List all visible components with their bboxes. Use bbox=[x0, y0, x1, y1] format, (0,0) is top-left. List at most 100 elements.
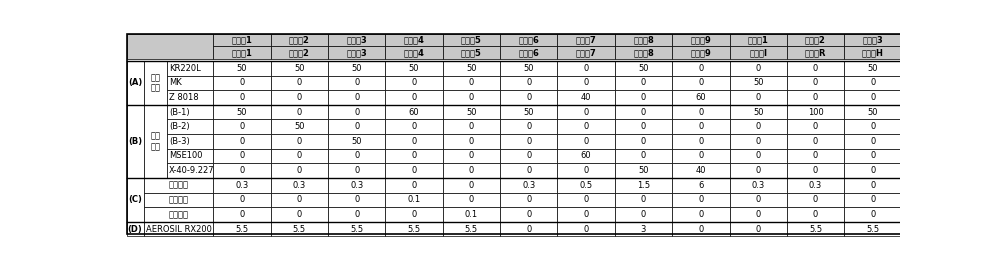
Bar bbox=[730, 207, 787, 222]
Text: 0: 0 bbox=[756, 225, 761, 234]
Text: 0: 0 bbox=[870, 210, 876, 219]
Bar bbox=[787, 119, 844, 134]
Bar bbox=[213, 178, 271, 193]
Bar bbox=[144, 178, 213, 193]
Bar bbox=[615, 61, 672, 76]
Text: 0: 0 bbox=[411, 78, 417, 87]
Bar bbox=[385, 149, 443, 163]
Bar bbox=[557, 222, 615, 237]
Text: 0: 0 bbox=[354, 78, 359, 87]
Text: 0: 0 bbox=[239, 78, 245, 87]
Bar bbox=[500, 61, 557, 76]
Text: 組合刧7: 組合刧7 bbox=[576, 48, 596, 57]
Text: 0: 0 bbox=[756, 93, 761, 102]
Text: 50: 50 bbox=[753, 107, 763, 117]
Text: 0: 0 bbox=[870, 195, 876, 204]
Text: 0: 0 bbox=[756, 122, 761, 131]
Text: 0: 0 bbox=[526, 151, 531, 160]
Bar bbox=[615, 178, 672, 193]
Text: 0.3: 0.3 bbox=[350, 181, 363, 190]
Text: 0: 0 bbox=[698, 137, 703, 146]
Bar bbox=[328, 90, 385, 105]
Bar bbox=[144, 222, 213, 237]
Text: 0: 0 bbox=[756, 210, 761, 219]
Bar bbox=[500, 193, 557, 207]
Text: (B-3): (B-3) bbox=[169, 137, 190, 146]
Text: 室温
固体: 室温 固体 bbox=[150, 73, 160, 93]
Text: 0: 0 bbox=[469, 195, 474, 204]
Text: 0: 0 bbox=[584, 195, 589, 204]
Text: 100: 100 bbox=[808, 107, 823, 117]
Text: (B): (B) bbox=[128, 137, 142, 146]
Text: 0: 0 bbox=[870, 93, 876, 102]
Bar bbox=[167, 76, 213, 90]
Bar bbox=[672, 90, 730, 105]
Text: 比較例2: 比較例2 bbox=[805, 36, 826, 45]
Text: 0: 0 bbox=[354, 107, 359, 117]
Bar bbox=[443, 105, 500, 119]
Text: 0: 0 bbox=[584, 64, 589, 73]
Bar bbox=[557, 134, 615, 149]
Bar bbox=[672, 76, 730, 90]
Text: 0: 0 bbox=[698, 107, 703, 117]
Text: 0: 0 bbox=[641, 107, 646, 117]
Bar bbox=[328, 76, 385, 90]
Bar bbox=[443, 193, 500, 207]
Bar bbox=[385, 207, 443, 222]
Bar bbox=[787, 61, 844, 76]
Text: 組合刧5: 組合刧5 bbox=[461, 48, 482, 57]
Text: 50: 50 bbox=[524, 64, 534, 73]
Bar bbox=[385, 34, 443, 46]
Text: (B-2): (B-2) bbox=[169, 122, 190, 131]
Text: Z 8018: Z 8018 bbox=[169, 93, 199, 102]
Text: 0: 0 bbox=[813, 122, 818, 131]
Bar bbox=[271, 134, 328, 149]
Bar bbox=[443, 222, 500, 237]
Bar bbox=[385, 134, 443, 149]
Text: 0: 0 bbox=[354, 195, 359, 204]
Bar bbox=[844, 178, 902, 193]
Bar bbox=[271, 222, 328, 237]
Text: 0: 0 bbox=[870, 181, 876, 190]
Bar bbox=[615, 105, 672, 119]
Text: 0: 0 bbox=[469, 181, 474, 190]
Text: 0: 0 bbox=[469, 166, 474, 175]
Text: 50: 50 bbox=[868, 107, 878, 117]
Text: 50: 50 bbox=[466, 64, 477, 73]
Bar bbox=[127, 222, 144, 237]
Text: 60: 60 bbox=[581, 151, 591, 160]
Bar bbox=[844, 149, 902, 163]
Text: 0: 0 bbox=[641, 137, 646, 146]
Text: 1.5: 1.5 bbox=[637, 181, 650, 190]
Bar bbox=[730, 61, 787, 76]
Bar bbox=[615, 46, 672, 59]
Bar bbox=[615, 149, 672, 163]
Text: 0.1: 0.1 bbox=[465, 210, 478, 219]
Bar bbox=[557, 178, 615, 193]
Text: 実施例9: 実施例9 bbox=[690, 36, 711, 45]
Bar bbox=[615, 34, 672, 46]
Bar bbox=[844, 207, 902, 222]
Text: 0: 0 bbox=[239, 137, 245, 146]
Text: 50: 50 bbox=[237, 64, 247, 73]
Text: 0: 0 bbox=[239, 122, 245, 131]
Text: 0: 0 bbox=[411, 166, 417, 175]
Text: 0: 0 bbox=[297, 195, 302, 204]
Text: 0: 0 bbox=[469, 137, 474, 146]
Text: (D): (D) bbox=[128, 225, 142, 234]
Bar bbox=[500, 222, 557, 237]
Bar bbox=[787, 207, 844, 222]
Text: 0: 0 bbox=[698, 64, 703, 73]
Bar bbox=[144, 207, 213, 222]
Bar bbox=[557, 149, 615, 163]
Bar bbox=[500, 34, 557, 46]
Text: 0: 0 bbox=[584, 78, 589, 87]
Bar bbox=[500, 178, 557, 193]
Text: 0: 0 bbox=[870, 151, 876, 160]
Bar bbox=[443, 149, 500, 163]
Text: 5.5: 5.5 bbox=[465, 225, 478, 234]
Bar bbox=[500, 134, 557, 149]
Text: 組合刧2: 組合刧2 bbox=[289, 48, 310, 57]
Bar bbox=[213, 34, 271, 46]
Bar bbox=[213, 207, 271, 222]
